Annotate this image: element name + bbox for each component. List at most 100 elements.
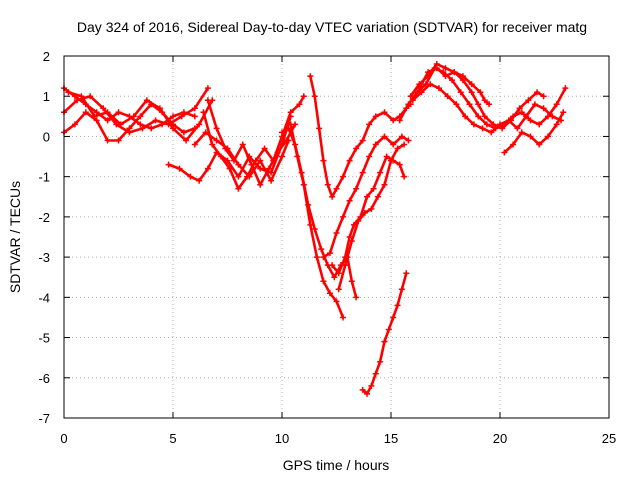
data-point	[468, 89, 475, 96]
data-point	[300, 93, 307, 100]
data-point	[560, 109, 567, 116]
data-point	[117, 121, 124, 128]
data-point	[342, 254, 349, 261]
data-point	[368, 205, 375, 212]
data-point	[514, 125, 521, 132]
data-point	[307, 73, 314, 80]
series-track-18	[409, 81, 565, 136]
data-point	[74, 97, 81, 104]
axis-ticks	[63, 55, 610, 419]
data-point	[318, 246, 325, 253]
data-point	[374, 193, 381, 200]
y-tick-label: -4	[38, 290, 50, 305]
data-point	[398, 133, 405, 140]
series-track-8	[191, 129, 292, 184]
data-point	[466, 101, 473, 108]
data-point	[442, 73, 449, 80]
data-point	[287, 109, 294, 116]
data-point	[407, 93, 414, 100]
series-track-10	[287, 121, 347, 321]
data-point	[396, 161, 403, 168]
data-point	[329, 262, 336, 269]
data-point	[311, 93, 318, 100]
data-point	[427, 81, 434, 88]
data-point	[490, 121, 497, 128]
data-point	[200, 109, 207, 116]
data-point	[170, 113, 176, 120]
series-line	[361, 271, 408, 396]
data-point	[425, 69, 432, 76]
x-tick-label: 25	[602, 431, 616, 446]
data-point	[549, 113, 556, 120]
data-point	[333, 229, 340, 236]
data-point	[152, 117, 159, 124]
data-point	[396, 117, 403, 124]
data-point	[536, 141, 543, 148]
data-point	[398, 286, 405, 293]
y-tick-label: 2	[43, 49, 50, 64]
data-point	[320, 278, 327, 285]
data-point	[239, 141, 246, 148]
data-point	[213, 137, 220, 144]
y-tick-label: 0	[43, 129, 50, 144]
x-tick-label: 20	[493, 431, 507, 446]
data-point	[93, 117, 100, 124]
data-point	[433, 65, 440, 72]
series-track-12	[320, 133, 412, 261]
data-point	[235, 185, 242, 192]
data-point	[350, 221, 357, 228]
data-point	[468, 81, 475, 88]
data-point	[381, 133, 388, 140]
data-point	[191, 141, 198, 148]
data-point	[257, 181, 264, 188]
data-point	[176, 165, 183, 172]
series-line	[418, 66, 491, 106]
data-point	[459, 73, 466, 80]
data-point	[462, 113, 469, 120]
data-point	[91, 113, 98, 120]
data-point	[340, 314, 347, 321]
data-point	[366, 153, 373, 160]
grid-lines	[64, 56, 609, 418]
data-point	[326, 250, 333, 257]
data-point	[115, 137, 122, 144]
data-point	[224, 145, 231, 152]
data-point	[390, 141, 397, 148]
data-point	[486, 101, 493, 108]
data-point	[191, 105, 198, 112]
data-point	[540, 105, 547, 112]
data-point	[499, 125, 506, 132]
data-point	[457, 89, 464, 96]
data-point	[359, 386, 366, 393]
data-point	[435, 85, 442, 92]
data-point	[235, 173, 242, 180]
series-track-20	[416, 65, 493, 108]
series-track-14	[329, 153, 408, 277]
series-track-4	[65, 89, 216, 144]
data-point	[333, 298, 340, 305]
data-point	[333, 185, 340, 192]
data-point	[296, 101, 303, 108]
data-point	[510, 141, 517, 148]
data-point	[348, 278, 355, 285]
data-point	[204, 165, 211, 172]
y-tick-label: 1	[43, 89, 50, 104]
data-point	[196, 177, 203, 184]
data-point	[394, 302, 401, 309]
y-tick-labels: 2 1 0 -1 -2 -3 -4 -5 -6 -7	[38, 49, 50, 426]
data-point	[209, 141, 216, 148]
data-point	[224, 157, 231, 164]
data-point	[104, 117, 111, 124]
data-point	[366, 121, 373, 128]
data-point	[364, 193, 371, 200]
data-point	[405, 137, 412, 144]
data-point	[311, 225, 318, 232]
data-point	[191, 113, 198, 120]
data-point	[346, 157, 353, 164]
x-tick-label: 15	[384, 431, 398, 446]
data-point	[217, 153, 224, 160]
data-point	[353, 145, 360, 152]
data-point	[307, 221, 314, 228]
series-track-3	[61, 101, 198, 144]
data-point	[261, 145, 268, 152]
